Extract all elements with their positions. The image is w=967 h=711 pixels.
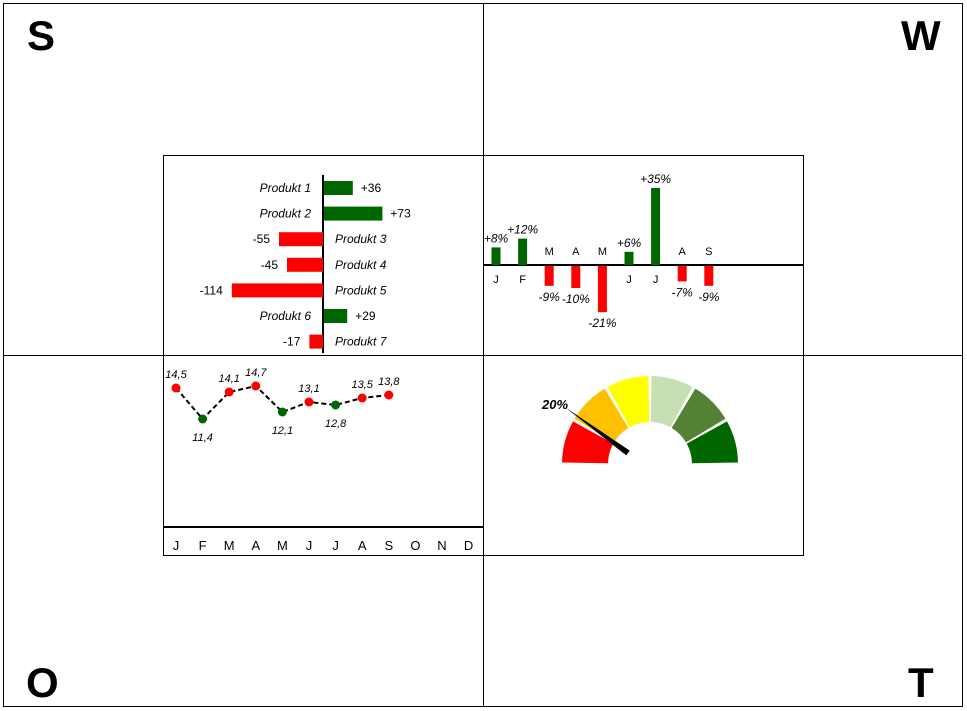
data-label: -114: [200, 283, 223, 297]
gauge-segment: [686, 421, 738, 464]
month-label: J: [493, 274, 499, 286]
month-label: A: [572, 246, 580, 258]
data-label: +8%: [484, 231, 509, 245]
month-label: M: [277, 538, 288, 553]
data-label: +29: [355, 309, 376, 323]
month-label: A: [251, 538, 260, 553]
data-point: [304, 397, 314, 407]
data-label: 14,5: [165, 369, 187, 381]
month-label: O: [410, 538, 420, 553]
corner-label-s: S: [27, 12, 56, 59]
category-label: Produkt 2: [260, 207, 312, 221]
data-label: -7%: [672, 285, 694, 299]
bar: [624, 251, 634, 265]
data-label: -9%: [539, 290, 561, 304]
monthly-change-chart: J +8% F +12% M -9% A -10% M -21% J +6% J +35% A -7% S -9%: [484, 172, 803, 330]
bar: [544, 266, 554, 286]
month-label: D: [464, 538, 473, 553]
data-point: [384, 390, 394, 400]
data-label: +73: [390, 207, 411, 221]
data-label: 12,1: [272, 425, 293, 437]
bar: [309, 334, 323, 349]
data-point: [224, 387, 234, 397]
bar: [491, 247, 501, 265]
data-label: +36: [361, 181, 382, 195]
data-point: [357, 393, 367, 403]
gauge-segment: [607, 376, 650, 428]
gauge-chart: 20%: [541, 376, 738, 464]
data-label: 13,8: [378, 376, 400, 388]
gauge-segment: [574, 388, 629, 443]
month-label: S: [384, 538, 393, 553]
data-point: [331, 400, 341, 410]
bar: [518, 238, 528, 265]
data-label: -9%: [698, 290, 720, 304]
bar: [279, 232, 323, 247]
data-label: 14,1: [218, 373, 239, 385]
data-label: 12,8: [325, 418, 347, 430]
month-label: A: [358, 538, 367, 553]
month-label: M: [545, 246, 554, 258]
horizontal-divider: [3, 355, 963, 356]
month-label: J: [626, 274, 632, 286]
gauge-segment: [562, 421, 614, 464]
bar: [287, 257, 323, 272]
month-label: S: [705, 246, 712, 258]
bar: [324, 181, 353, 195]
corner-label-t: T: [908, 659, 934, 706]
bar: [597, 266, 607, 313]
corner-label-w: W: [901, 12, 941, 59]
category-label: Produkt 3: [335, 232, 387, 246]
data-label: +35%: [640, 172, 671, 186]
data-label: -45: [261, 258, 279, 272]
data-label: -17: [283, 335, 301, 349]
category-label: Produkt 6: [260, 309, 312, 323]
data-label: +12%: [507, 223, 538, 237]
data-label: 13,1: [298, 383, 319, 395]
bar: [324, 206, 383, 221]
category-label: Produkt 5: [335, 283, 387, 297]
bar: [324, 309, 348, 323]
month-label: J: [653, 274, 659, 286]
data-label: -10%: [562, 292, 590, 306]
bar: [704, 266, 714, 286]
data-label: 13,5: [351, 379, 373, 391]
data-point: [198, 414, 208, 424]
month-label: J: [332, 538, 339, 553]
gauge-segment: [671, 388, 726, 443]
trend-line-chart: J F M A M J J A S O N D 14,5 11,4 14,1 14,7 12,1 13,1 12,8…: [163, 367, 483, 553]
bar: [651, 188, 661, 265]
month-label: F: [199, 538, 207, 553]
month-label: M: [224, 538, 235, 553]
month-label: M: [598, 246, 607, 258]
bar: [231, 283, 323, 298]
category-label: Produkt 7: [335, 335, 388, 349]
category-label: Produkt 1: [260, 181, 311, 195]
corner-label-o: O: [26, 659, 59, 706]
data-point: [277, 407, 287, 417]
data-label: -55: [253, 232, 271, 246]
data-point: [171, 383, 181, 393]
data-point: [251, 381, 261, 391]
month-label: N: [437, 538, 446, 553]
center-panel: [163, 155, 804, 556]
category-label: Produkt 4: [335, 258, 387, 272]
data-label: 11,4: [192, 432, 213, 444]
data-label: 14,7: [245, 367, 267, 379]
trend-line: [175, 384, 389, 421]
month-label: J: [306, 538, 313, 553]
month-label: A: [679, 246, 687, 258]
gauge-value-label: 20%: [541, 397, 568, 412]
data-label: -21%: [588, 316, 616, 330]
data-label: +6%: [617, 236, 642, 250]
bar: [571, 266, 581, 288]
gauge-segment: [650, 376, 693, 428]
month-label: J: [173, 538, 180, 553]
gauge-needle: [564, 407, 630, 456]
bar: [677, 266, 687, 282]
month-label: F: [519, 274, 526, 286]
